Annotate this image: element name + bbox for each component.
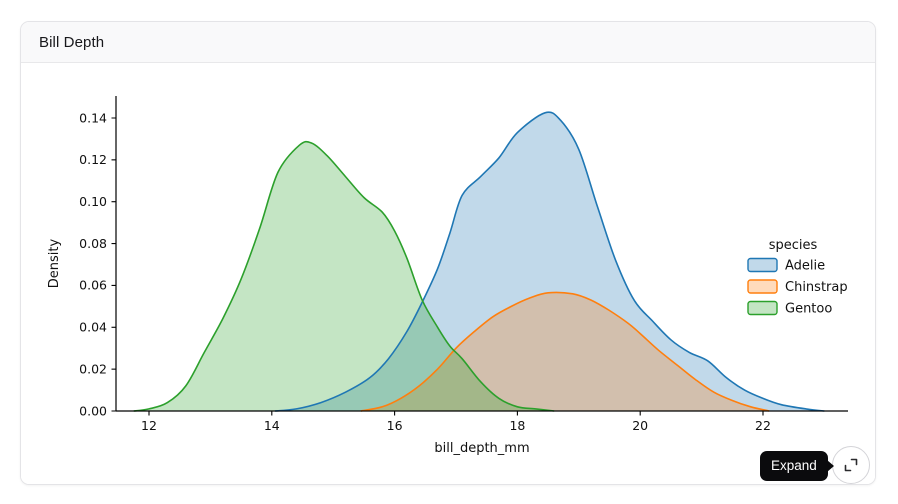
kde-fill-Chinstrap xyxy=(360,292,770,411)
legend-swatch-Gentoo xyxy=(747,300,778,316)
y-axis-label: Density xyxy=(47,238,62,288)
x-tick-label: 16 xyxy=(387,418,403,433)
axes: 12 14 16 18 20 22 0.00 0.02 0.04 0.06 0.08 0.10 0.12… xyxy=(47,96,848,456)
y-tick-label: 0.02 xyxy=(79,361,107,376)
y-tick-label: 0.14 xyxy=(79,110,107,125)
legend-title: species xyxy=(769,238,818,253)
card-title: Bill Depth xyxy=(39,33,105,51)
legend-label-Adelie: Adelie xyxy=(785,259,825,274)
y-tick-label: 0.00 xyxy=(79,403,107,418)
x-tick-label: 20 xyxy=(632,418,648,433)
x-axis-label: bill_depth_mm xyxy=(434,441,529,456)
kde-fills xyxy=(133,112,825,411)
legend: species Adelie Chinstrap Gentoo xyxy=(747,238,848,317)
chart-card: Bill Depth 12 14 16 18 20 22 0.00 0.02 0.04 0.06 0… xyxy=(20,21,876,485)
y-tick-label: 0.08 xyxy=(79,236,107,251)
y-tick-label: 0.06 xyxy=(79,278,107,293)
x-tick-label: 18 xyxy=(509,418,525,433)
kde-lines xyxy=(133,111,825,412)
legend-swatch-Adelie xyxy=(747,257,778,273)
kde-fill-Adelie xyxy=(274,112,825,411)
expand-tooltip: Expand xyxy=(760,451,834,481)
density-chart: 12 14 16 18 20 22 0.00 0.02 0.04 0.06 0.08 0.10 0.12… xyxy=(47,96,848,456)
kde-fill-Gentoo xyxy=(133,141,555,411)
kde-line-Chinstrap xyxy=(360,291,770,412)
card-body: 12 14 16 18 20 22 0.00 0.02 0.04 0.06 0.08 0.10 0.12… xyxy=(21,63,875,484)
legend-swatch-Chinstrap xyxy=(747,279,778,294)
y-tick-label: 0.12 xyxy=(79,152,107,167)
expand-icon xyxy=(844,458,858,472)
expand-tooltip-label: Expand xyxy=(771,458,817,473)
card-header: Bill Depth xyxy=(21,22,875,63)
legend-label-Gentoo: Gentoo xyxy=(785,302,832,317)
expand-button[interactable] xyxy=(832,446,870,484)
y-tick-label: 0.10 xyxy=(79,194,107,209)
kde-line-Adelie xyxy=(274,111,825,412)
kde-line-Gentoo xyxy=(133,140,555,412)
legend-label-Chinstrap: Chinstrap xyxy=(785,280,848,295)
x-tick-label: 12 xyxy=(141,418,157,433)
x-tick-label: 22 xyxy=(755,418,771,433)
x-tick-label: 14 xyxy=(264,418,280,433)
y-tick-label: 0.04 xyxy=(79,320,107,335)
